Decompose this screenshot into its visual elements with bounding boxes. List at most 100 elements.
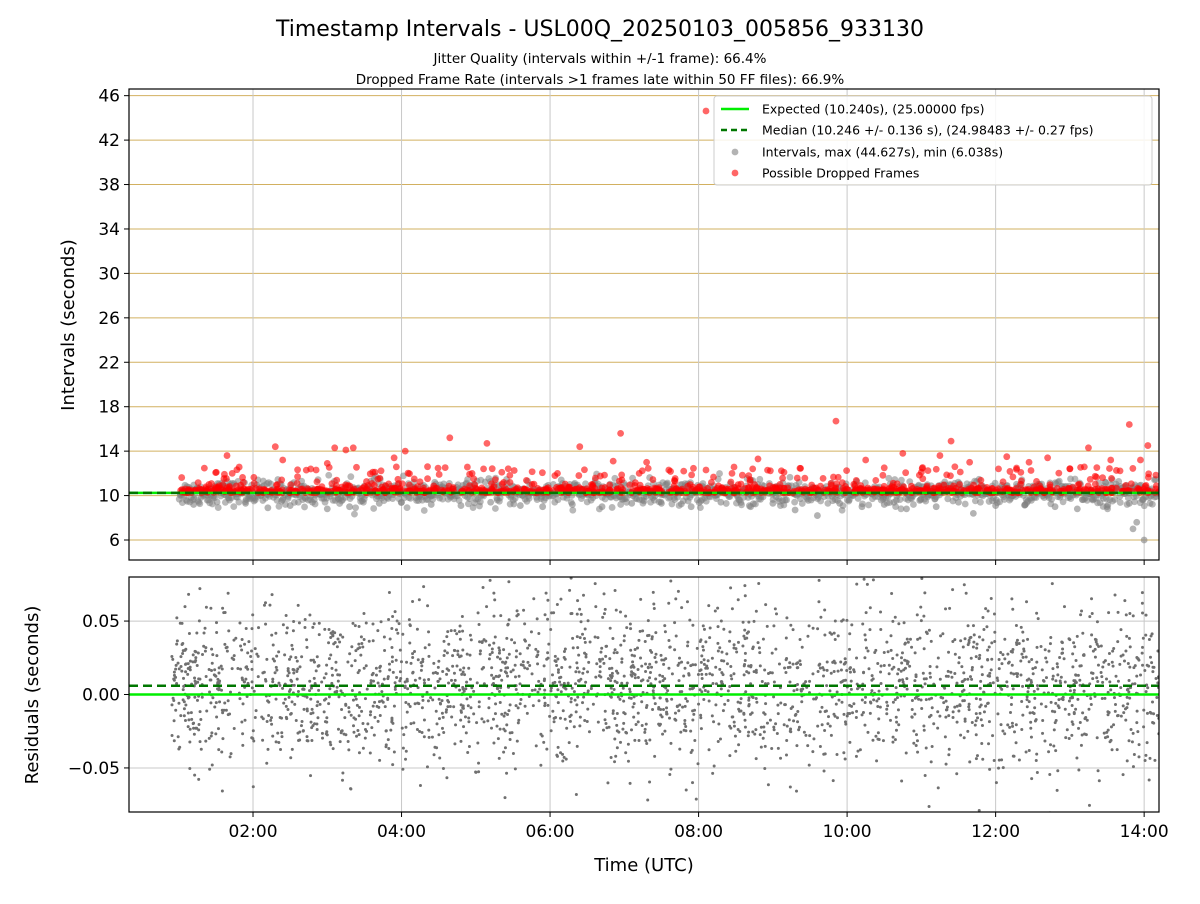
- residual-point: [461, 686, 464, 689]
- dropped-frame-point: [951, 463, 958, 470]
- residual-point: [371, 622, 374, 625]
- residual-point: [663, 677, 666, 680]
- residual-point: [543, 689, 546, 692]
- residual-point: [783, 666, 786, 669]
- residual-point: [210, 731, 213, 734]
- residual-point: [671, 672, 674, 675]
- dropped-frame-point: [708, 479, 715, 486]
- residual-point: [311, 708, 314, 711]
- residual-point: [732, 672, 735, 675]
- residual-point: [336, 686, 339, 689]
- residual-point: [358, 669, 361, 672]
- residual-point: [1112, 723, 1115, 726]
- residual-point: [173, 739, 176, 742]
- residual-point: [1141, 611, 1144, 614]
- residual-point: [369, 710, 372, 713]
- residual-point: [975, 655, 978, 658]
- residual-point: [978, 654, 981, 657]
- residual-point: [442, 767, 445, 770]
- residual-point: [1035, 612, 1038, 615]
- residual-point: [534, 648, 537, 651]
- residual-point: [1128, 679, 1131, 682]
- dropped-frame-point: [617, 430, 624, 437]
- residual-point: [922, 615, 925, 618]
- residual-point: [217, 727, 220, 730]
- residual-point: [998, 658, 1001, 661]
- residual-point: [218, 687, 221, 690]
- residual-point: [285, 717, 288, 720]
- residual-point: [1089, 645, 1092, 648]
- residual-point: [389, 638, 392, 641]
- residual-point: [619, 741, 622, 744]
- residual-point: [361, 722, 364, 725]
- residual-point: [558, 676, 561, 679]
- residual-point: [784, 703, 787, 706]
- residual-point: [189, 666, 192, 669]
- residual-point: [380, 690, 383, 693]
- residual-point: [1138, 743, 1141, 746]
- residual-point: [1034, 666, 1037, 669]
- residual-point: [1068, 699, 1071, 702]
- residual-point: [285, 631, 288, 634]
- residual-point: [774, 648, 777, 651]
- residual-point: [885, 708, 888, 711]
- residual-point: [708, 636, 711, 639]
- residual-point: [993, 640, 996, 643]
- residual-point: [459, 668, 462, 671]
- residual-point: [1151, 701, 1154, 704]
- residual-point: [378, 700, 381, 703]
- residual-point: [772, 624, 775, 627]
- residual-point: [433, 686, 436, 689]
- residual-point: [339, 740, 342, 743]
- residual-point: [889, 634, 892, 637]
- residual-point: [686, 641, 689, 644]
- residual-point: [1148, 638, 1151, 641]
- residual-point: [453, 649, 456, 652]
- residual-point: [214, 674, 217, 677]
- residual-point: [476, 681, 479, 684]
- residual-point: [408, 623, 411, 626]
- residual-point: [914, 697, 917, 700]
- dropped-frame-point: [784, 485, 791, 492]
- dropped-frame-point: [610, 458, 617, 465]
- residual-point: [1146, 686, 1149, 689]
- residual-point: [885, 712, 888, 715]
- residual-point: [789, 786, 792, 789]
- residual-point: [646, 799, 649, 802]
- residual-point: [684, 725, 687, 728]
- residual-point: [427, 678, 430, 681]
- residual-point: [1035, 661, 1038, 664]
- residual-point: [438, 756, 441, 759]
- residual-point: [509, 670, 512, 673]
- residual-point: [352, 699, 355, 702]
- residual-point: [877, 717, 880, 720]
- residual-point: [405, 750, 408, 753]
- interval-point: [215, 504, 222, 511]
- residual-point: [1011, 648, 1014, 651]
- residual-point: [1022, 656, 1025, 659]
- dropped-frame-point: [287, 481, 294, 488]
- residual-point: [192, 653, 195, 656]
- residual-point: [914, 651, 917, 654]
- residual-point: [895, 729, 898, 732]
- residual-point: [522, 660, 525, 663]
- dropped-frame-point: [943, 471, 950, 478]
- residual-point: [506, 656, 509, 659]
- residual-point: [886, 704, 889, 707]
- residual-point: [507, 709, 510, 712]
- residual-point: [340, 708, 343, 711]
- residual-point: [1022, 648, 1025, 651]
- residual-point: [661, 675, 664, 678]
- interval-point: [769, 500, 776, 507]
- residual-point: [834, 662, 837, 665]
- residual-point: [479, 652, 482, 655]
- residual-point: [1061, 641, 1064, 644]
- residual-point: [952, 710, 955, 713]
- residual-point: [639, 598, 642, 601]
- residual-point: [674, 597, 677, 600]
- residual-point: [388, 663, 391, 666]
- residual-point: [1071, 704, 1074, 707]
- residual-point: [394, 610, 397, 613]
- dropped-frame-point: [1017, 481, 1024, 488]
- residual-point: [761, 680, 764, 683]
